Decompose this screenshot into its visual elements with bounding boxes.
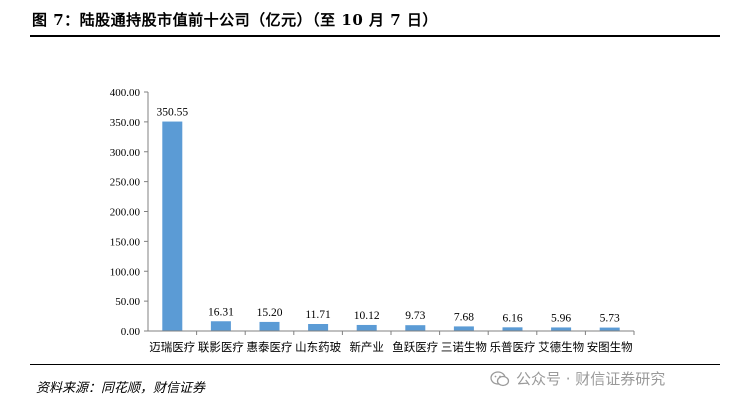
bars [162,121,620,331]
y-tick-label: 400.00 [110,87,141,99]
x-axis: 迈瑞医疗 联影医疗 惠泰医疗 山东药玻 新产业 鱼跃医疗 三诺生物 乐普医疗 艾德生物 安图生物 [148,330,635,354]
data-label: 10.12 [354,310,380,322]
data-labels: 350.55 16.31 15.20 11.71 10.12 9.73 7.68 6.16 5.… [156,107,620,325]
y-tick-label: 350.00 [110,117,141,129]
watermark-text: 公众号 · 财信证券研究 [516,370,666,388]
x-tick-label: 艾德生物 [538,340,584,354]
data-label: 16.31 [208,306,234,318]
data-label: 5.96 [551,312,571,324]
data-label: 5.73 [600,313,620,325]
bar [308,324,329,331]
source-note: 资料来源：同花顺，财信证券 [36,381,206,396]
y-tick-label: 200.00 [110,207,141,219]
data-label: 6.16 [502,312,522,324]
figure-title: 图 7：陆股通持股市值前十公司（亿元）（至 10 月 7 日） [32,11,438,29]
bar [453,326,474,331]
bar [356,324,377,331]
bar [551,327,572,331]
source-rule [30,364,720,365]
y-tick-label: 100.00 [110,266,141,278]
x-tick-label: 联影医疗 [198,340,244,354]
data-label: 9.73 [405,310,425,322]
wechat-icon [490,370,510,386]
watermark: 公众号 · 财信证券研究 [490,368,665,389]
bar [599,327,620,331]
data-label: 15.20 [257,307,283,319]
x-tick-label: 山东药玻 [295,341,341,354]
data-label: 11.71 [305,309,331,321]
x-tick-label: 惠泰医疗 [247,340,293,354]
y-tick-label: 300.00 [110,147,141,159]
bar [162,121,183,331]
x-tick-label: 迈瑞医疗 [149,340,195,354]
y-tick-label: 250.00 [110,177,141,189]
y-tick-label: 0.00 [121,326,141,338]
x-tick-label: 三诺生物 [441,340,487,354]
bar [210,321,231,331]
x-tick-label: 安图生物 [587,340,633,354]
y-tick-label: 150.00 [110,236,141,248]
y-axis: 0.00 50.00 100.00 150.00 200.00 250.00 300.00 3… [110,87,149,338]
data-label: 7.68 [454,311,474,323]
title-rule [30,35,720,37]
bar [502,327,523,331]
x-tick-label: 新产业 [349,340,384,354]
x-tick-label: 鱼跃医疗 [392,340,438,354]
y-tick-label: 50.00 [115,296,140,308]
bar [405,325,426,331]
x-tick-label: 乐普医疗 [490,340,536,354]
data-label: 350.55 [156,107,188,119]
bar [259,321,280,331]
